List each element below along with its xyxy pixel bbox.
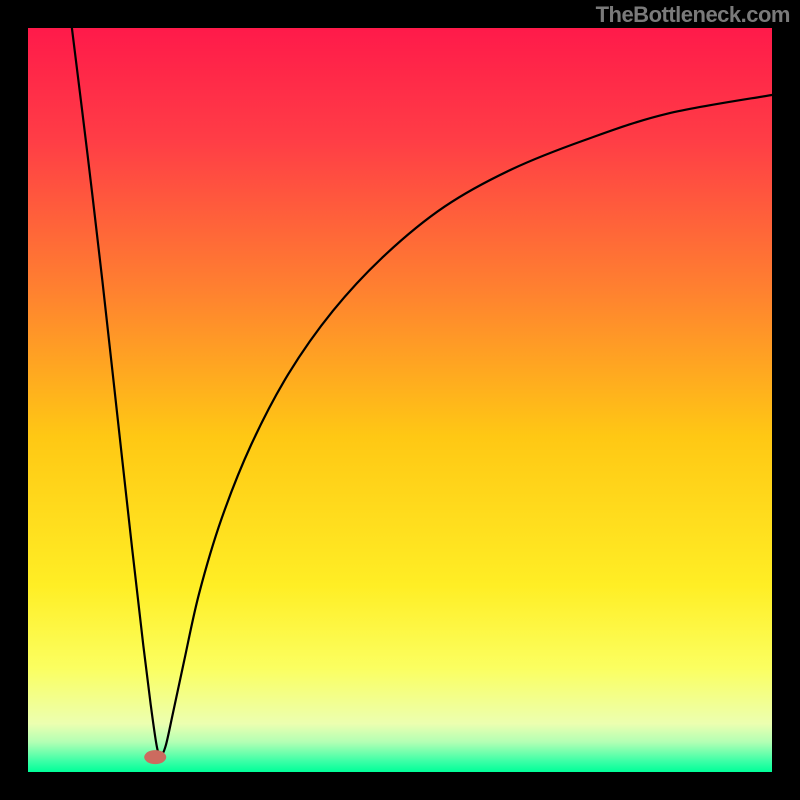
chart-root: TheBottleneck.com	[0, 0, 800, 800]
chart-svg	[0, 0, 800, 800]
frame-bottom	[0, 772, 800, 800]
frame-right	[772, 0, 800, 800]
gradient-background	[28, 28, 772, 772]
minimum-marker	[144, 750, 166, 764]
frame-left	[0, 0, 28, 800]
watermark-text: TheBottleneck.com	[596, 2, 790, 28]
